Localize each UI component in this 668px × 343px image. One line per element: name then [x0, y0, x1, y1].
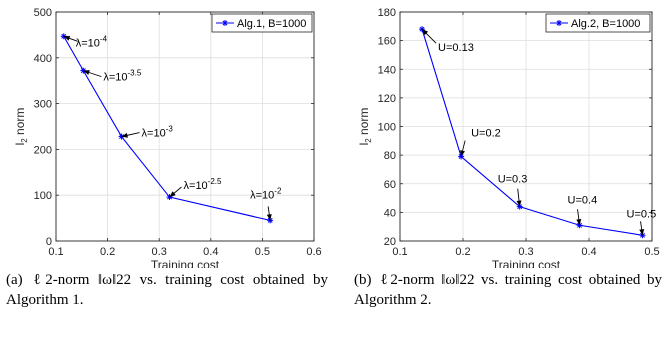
chart-a-annotation-label: λ=10-2	[250, 186, 282, 201]
chart-a-legend-box	[211, 13, 313, 33]
chart-b-legend-box	[545, 13, 651, 33]
chart-b-annotation-arrowhead	[576, 218, 582, 226]
chart-a-xtick-label: 0.4	[203, 246, 218, 258]
caption-a: (a) ℓ2-norm ‖ω‖22 vs. training cost obtai…	[6, 270, 328, 310]
chart-a-annotation-arrowhead	[83, 70, 90, 75]
chart-a-annotation-label: λ=10-3	[142, 125, 174, 140]
chart-a-ytick-label: 500	[34, 7, 52, 19]
chart-a-annotation-arrowhead	[121, 132, 128, 138]
chart-b-annotation-label: U=0.3	[498, 174, 528, 186]
chart-b-xtick-label: 0.2	[455, 246, 470, 258]
chart-b-legend-label: Alg.2, B=1000	[571, 18, 640, 30]
chart-b-ytick-label: 60	[384, 179, 396, 191]
chart-a-annotation-label: λ=10-2.5	[184, 177, 223, 192]
chart-b-annotation-arrowhead	[639, 228, 645, 236]
caption-a-tag: (a)	[6, 272, 23, 288]
chart-b-annotation-label: U=0.2	[471, 128, 501, 140]
chart-b-annotation-arrowhead	[516, 200, 522, 207]
chart-b-xtick-label: 0.3	[518, 246, 533, 258]
chart-b-ytick-label: 80	[384, 150, 396, 162]
chart-b-annotation-label: U=0.5	[627, 208, 657, 220]
chart-b-xtick-label: 0.5	[644, 246, 659, 258]
chart-a-ytick-label: 100	[34, 190, 52, 202]
caption-b-text: ℓ2-norm ‖ω‖22 vs. training cost obtained…	[354, 272, 662, 308]
chart-a-legend-marker	[222, 20, 228, 26]
chart-a-xtick-label: 0.2	[100, 246, 115, 258]
chart-a-ytick-label: 0	[46, 236, 52, 248]
chart-a-xtick-label: 0.5	[255, 246, 270, 258]
chart-a-ytick-label: 200	[34, 144, 52, 156]
chart-b-ytick-label: 120	[378, 93, 396, 105]
chart-a-annotation-label: λ=10-4	[76, 34, 108, 49]
chart-b-ytick-label: 100	[378, 122, 396, 134]
chart-b-xtick-label: 0.4	[581, 246, 596, 258]
chart-a-xtick-label: 0.1	[48, 246, 63, 258]
chart-a-x-axis-label: Training cost	[151, 258, 220, 268]
chart-a-ytick-label: 300	[34, 99, 52, 111]
chart-b-ytick-label: 40	[384, 207, 396, 219]
chart-b-ytick-label: 20	[384, 236, 396, 248]
chart-a-annotation-arrowhead	[169, 191, 176, 198]
caption-a-text: ℓ2-norm ‖ω‖22 vs. training cost obtained…	[6, 272, 328, 308]
caption-b: (b) ℓ2-norm ‖ω‖22 vs. training cost obtai…	[354, 270, 662, 310]
chart-a: 0.1 0.2 0.3 0.4 0.5 0.6 0 100 200 300 400 500 Traini…	[13, 7, 322, 268]
chart-b-annotation-arrowhead	[422, 29, 429, 36]
chart-a-data-point	[60, 33, 67, 40]
chart-a-xtick-label: 0.3	[152, 246, 167, 258]
chart-a-ytick-label: 400	[34, 53, 52, 65]
chart-b-ytick-label: 180	[378, 7, 396, 19]
chart-b-xtick-label: 0.1	[392, 246, 407, 258]
chart-a-annotation-arrowhead	[266, 214, 272, 221]
chart-b-annotation-arrowhead	[460, 150, 465, 157]
chart-b-x-axis-label: Training cost	[492, 258, 561, 268]
chart-a-y-axis-label: l2 norm	[13, 108, 29, 146]
chart-b-legend-marker	[556, 20, 562, 26]
chart-b-annotation-label: U=0.4	[568, 194, 598, 206]
chart-a-xtick-label: 0.6	[306, 246, 321, 258]
chart-a-legend-label: Alg.1, B=1000	[237, 18, 306, 30]
chart-b-y-axis-label: l2 norm	[357, 108, 373, 146]
chart-a-annotation-label: λ=10-3.5	[103, 69, 142, 84]
chart-b-ytick-label: 160	[378, 36, 396, 48]
chart-b: 0.1 0.2 0.3 0.4 0.5 20 40 60 80 100 120 140 160 180 Tr…	[357, 7, 660, 268]
chart-a-annotation-arrowhead	[63, 35, 71, 41]
chart-b-annotation-label: U=0.13	[438, 42, 474, 54]
caption-b-tag: (b)	[354, 272, 372, 288]
chart-b-ytick-label: 140	[378, 64, 396, 76]
chart-a-plot-area	[56, 12, 314, 241]
chart-a-axes-box	[55, 11, 315, 242]
